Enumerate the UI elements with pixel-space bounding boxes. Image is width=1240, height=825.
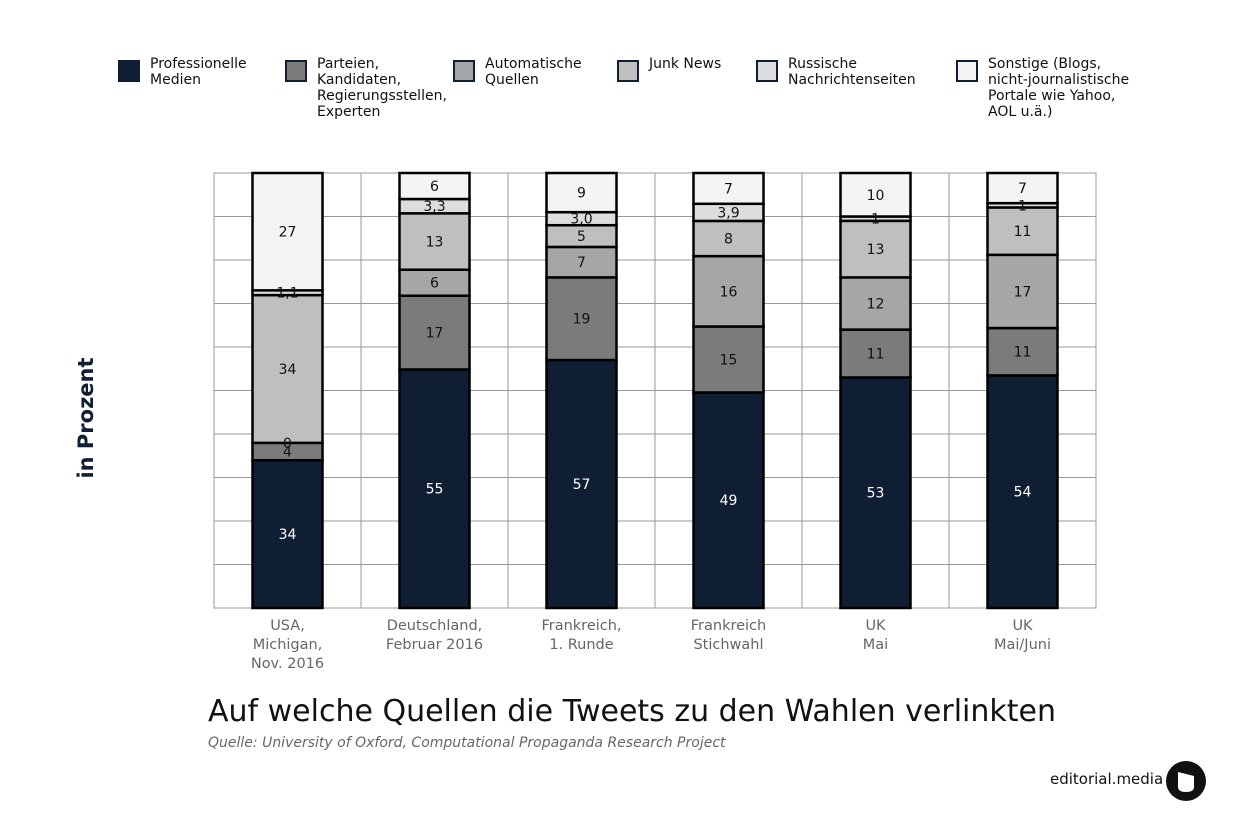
x-tick-label: Mai (863, 637, 888, 653)
bar-segment (986, 374, 1059, 610)
legend-swatch (453, 60, 475, 82)
data-label: 13 (426, 235, 444, 251)
data-label: 8 (724, 232, 733, 248)
legend-item: Russische Nachrichtenseiten (756, 56, 916, 88)
data-label: 1 (871, 212, 880, 228)
legend-swatch (285, 60, 307, 82)
legend-label: Parteien, Kandidaten, Regierungsstellen,… (317, 56, 447, 120)
bar-segment (986, 171, 1059, 205)
bar-segment (398, 171, 471, 201)
x-tick-label: Frankreich (691, 618, 766, 634)
x-tick-label: Michigan, (253, 637, 323, 653)
data-label: 34 (279, 527, 297, 543)
bar-segment (839, 276, 912, 331)
data-label: 27 (279, 225, 297, 241)
legend-item: Professionelle Medien (118, 56, 247, 88)
bar-segment (986, 206, 1059, 257)
chart-title: Auf welche Quellen die Tweets zu den Wah… (208, 694, 1056, 729)
bar-segment (398, 212, 471, 271)
data-label: 7 (577, 255, 586, 271)
data-label: 11 (1014, 224, 1032, 240)
legend-item: Parteien, Kandidaten, Regierungsstellen,… (285, 56, 447, 120)
legend-swatch (756, 60, 778, 82)
x-tick-label: Deutschland, (387, 618, 483, 634)
bar-segment (545, 358, 618, 610)
legend-item: Automatische Quellen (453, 56, 582, 88)
x-tick-label: USA, (270, 618, 305, 634)
data-label: 11 (1014, 345, 1032, 361)
legend: Professionelle Medien Parteien, Kandidate… (0, 0, 1240, 150)
bar-segment (545, 171, 618, 214)
data-label: 12 (867, 297, 885, 313)
x-tick-label: Mai/Juni (994, 637, 1051, 653)
data-label: 0 (283, 436, 292, 452)
chart-grid (213, 172, 1097, 609)
data-label: 3,0 (570, 212, 592, 228)
bar-segment (839, 376, 912, 610)
legend-swatch (617, 60, 639, 82)
data-label: 17 (426, 326, 444, 342)
editorial-media-logo-icon (1166, 761, 1206, 801)
data-label: 7 (724, 181, 733, 197)
x-tick-label: UK (1012, 618, 1033, 634)
legend-label: Automatische Quellen (485, 56, 582, 88)
data-label: 49 (720, 493, 738, 509)
source-note: Quelle: University of Oxford, Computatio… (208, 735, 726, 751)
bar-segment (398, 268, 471, 297)
bar-segment (839, 171, 912, 218)
data-label: 10 (867, 188, 885, 204)
data-label: 6 (430, 276, 439, 292)
x-tick-label: Frankreich, (541, 618, 621, 634)
legend-item: Junk News (617, 56, 721, 82)
bar-segment (692, 325, 765, 394)
data-label: 3,3 (423, 199, 445, 215)
chart-bars: 3440341,12755176133,365719753,0949151683… (251, 171, 1059, 610)
data-label: 53 (867, 486, 885, 502)
data-label: 7 (1018, 181, 1027, 197)
data-label: 1 (1018, 198, 1027, 214)
data-label: 15 (720, 352, 738, 368)
data-label: 16 (720, 284, 738, 300)
data-label: 13 (867, 242, 885, 258)
legend-label: Russische Nachrichtenseiten (788, 56, 916, 88)
x-tick-label: Stichwahl (693, 637, 763, 653)
data-label: 57 (573, 477, 591, 493)
data-label: 9 (577, 186, 586, 202)
bar-segment (398, 368, 471, 610)
data-label: 19 (573, 312, 591, 328)
data-label: 34 (279, 362, 297, 378)
bar-segment (251, 293, 324, 445)
data-label: 5 (577, 229, 586, 245)
data-label: 55 (426, 482, 444, 498)
legend-item: Sonstige (Blogs, nicht-journalistische P… (956, 56, 1129, 120)
x-tick-label: 1. Runde (549, 637, 613, 653)
y-axis-label: in Prozent (74, 357, 98, 479)
x-axis-tick-labels: USA, Michigan, Nov. 2016 Deutschland, Februa… (251, 618, 1051, 672)
data-label: 1,1 (276, 286, 298, 302)
data-label: 17 (1014, 284, 1032, 300)
x-tick-label: Nov. 2016 (251, 656, 324, 672)
data-label: 4 (283, 445, 292, 461)
data-label: 54 (1014, 485, 1032, 501)
legend-label: Sonstige (Blogs, nicht-journalistische P… (988, 56, 1130, 120)
bar-segment (251, 171, 324, 292)
brand-name: editorial.media (1050, 770, 1164, 788)
legend-swatch (118, 60, 140, 82)
bar-segment (545, 276, 618, 362)
bar-segment (692, 171, 765, 206)
data-label: 6 (430, 179, 439, 195)
data-label: 3,9 (717, 205, 739, 221)
bar-segment (839, 328, 912, 379)
legend-label: Professionelle Medien (150, 56, 247, 88)
data-label: 11 (867, 347, 885, 363)
legend-swatch (956, 60, 978, 82)
bar-segment (251, 458, 324, 610)
x-tick-label: Februar 2016 (386, 637, 483, 653)
legend-label: Junk News (649, 56, 722, 72)
stacked-bar-chart: 3440341,12755176133,365719753,0949151683… (213, 171, 1097, 672)
x-tick-label: UK (865, 618, 886, 634)
